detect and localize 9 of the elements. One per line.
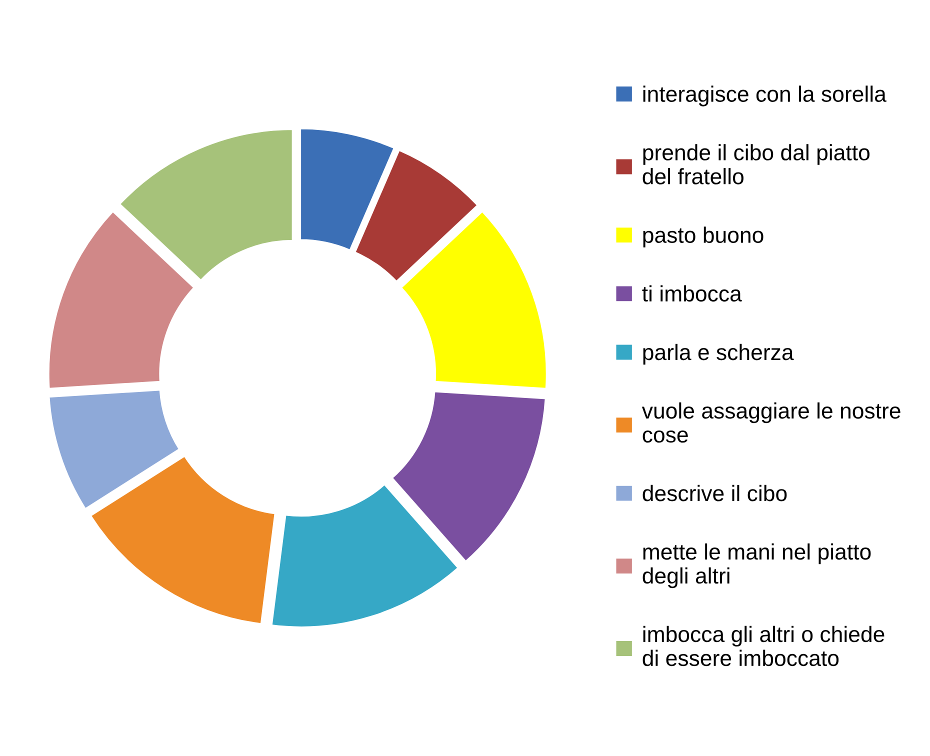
legend-label: prende il cibo dal piatto del fratello bbox=[642, 144, 870, 184]
legend-label: mette le mani nel piatto degli altri bbox=[642, 543, 871, 588]
legend-label: vuole assaggiare le nostre cose bbox=[642, 402, 900, 443]
legend-label: imbocca gli altri o chiede di essere imboccato bbox=[642, 626, 884, 666]
legend-label: pasto buono bbox=[643, 226, 764, 248]
legend-label: descrive il cibo bbox=[642, 484, 787, 502]
legend-label: parla e scherza bbox=[643, 344, 794, 365]
legend-label: interagisce con la sorella bbox=[643, 86, 886, 106]
legend-label: ti imbocca bbox=[642, 285, 742, 302]
